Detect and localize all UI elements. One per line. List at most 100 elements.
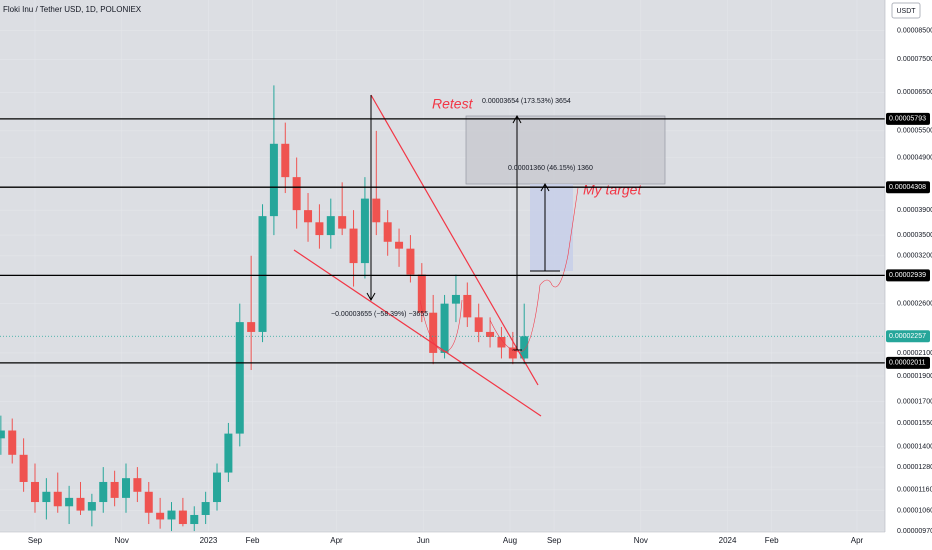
currency-label[interactable]: USDT [896,8,916,15]
level-label: 0.00005793 [889,116,926,123]
candle-body [486,331,495,337]
y-tick-label: 0.00002600 [897,300,932,307]
y-tick-label: 0.00003200 [897,253,932,260]
level-label: 0.00002011 [889,360,926,367]
candle-body [30,481,39,503]
candle-body [304,210,313,223]
candle-body [19,454,28,482]
y-tick-label: 0.00001060 [897,507,932,514]
y-tick-label: 0.00001700 [897,398,932,405]
y-tick-label: 0.00006500 [897,89,932,96]
candle-body [258,216,267,332]
y-tick-label: 0.00000970 [897,528,932,535]
candle-body [201,502,210,515]
y-tick-label: 0.00003500 [897,232,932,239]
candle-body [429,312,438,353]
candle-body [76,497,85,511]
candle-body [190,514,199,525]
pattern-curve [419,299,463,353]
retest-zone [465,115,666,185]
current-price-label: 0.00002257 [889,333,926,340]
y-tick-label: 0.00004900 [897,154,932,161]
x-tick-label: Feb [246,536,260,545]
x-tick-label: Apr [330,536,343,545]
candle-body [122,478,131,498]
y-tick-label: 0.00001160 [897,487,932,494]
candle-body [156,512,165,520]
x-tick-label: Sep [28,536,43,545]
y-tick-label: 0.00003900 [897,207,932,214]
x-tick-label: 2024 [719,536,737,545]
candle-body [87,502,96,511]
candle-body [110,481,119,498]
x-tick-label: 2023 [200,536,218,545]
arrow-head [366,292,376,302]
annotation: Retest [432,96,474,112]
candle-body [440,303,449,353]
wedge-upper [370,94,539,386]
candle-body [508,347,517,359]
level-label-box [886,181,930,194]
currency-button[interactable] [891,2,921,19]
candle-body [315,222,324,236]
candle-body [0,430,5,439]
measure-label: −0.00003655 (−58.39%) −3655 [331,311,428,318]
x-tick-label: Nov [634,536,648,545]
measure-label: 0.00003654 (173.53%) 3654 [482,98,571,105]
arrow-head [540,182,550,192]
annotation: My target [583,182,642,198]
candle-body [395,241,404,249]
x-tick-label: Feb [765,536,779,545]
arrow-head [512,114,522,124]
candle-body [53,491,62,507]
current-price-box [886,330,930,343]
y-tick-label: 0.00002100 [897,350,932,357]
candle-body [474,317,483,332]
candle-body [292,177,301,211]
target-zone [530,184,573,271]
wedge-lower [293,249,542,417]
candle-body [8,430,17,455]
x-tick-label: Aug [503,536,517,545]
candle-body [269,143,278,217]
level-label: 0.00004308 [889,184,926,191]
candle-body [326,216,335,236]
candle-body [247,322,256,332]
candle-body [360,198,369,264]
time-axis [0,532,885,550]
chart-title: Floki Inu / Tether USD, 1D, POLONIEX [3,5,142,14]
candle-body [281,143,290,178]
candle-body [65,497,74,507]
level-label-box [886,269,930,282]
y-tick-label: 0.00007500 [897,56,932,63]
candle-body [520,336,529,359]
drawings: Retest My target 0.00003654 (173.53%) 36… [293,94,666,417]
candle-body [133,478,142,492]
candle-body [167,510,176,520]
y-tick-label: 0.00008500 [897,27,932,34]
y-tick-label: 0.00001280 [897,464,932,471]
x-tick-label: Nov [115,536,129,545]
candle-body [99,481,108,503]
candle-body [406,248,415,275]
candle-body [213,472,222,503]
candle-body [417,274,426,313]
y-tick-label: 0.00005500 [897,128,932,135]
candle-body [178,510,187,525]
candle-body [463,294,472,318]
level-label: 0.00002939 [889,272,926,279]
y-tick-label: 0.00001400 [897,443,932,450]
level-label-box [886,112,930,125]
candle-body [144,491,153,513]
y-tick-label: 0.00001900 [897,373,932,380]
candle-body [349,228,358,264]
candle-body [497,336,506,348]
candle-body [383,222,392,242]
candle-body [372,198,381,223]
x-tick-label: Sep [547,536,562,545]
plot-background [0,0,885,532]
candle-body [42,491,51,503]
candle-body [338,216,347,229]
level-label-box [886,356,930,369]
